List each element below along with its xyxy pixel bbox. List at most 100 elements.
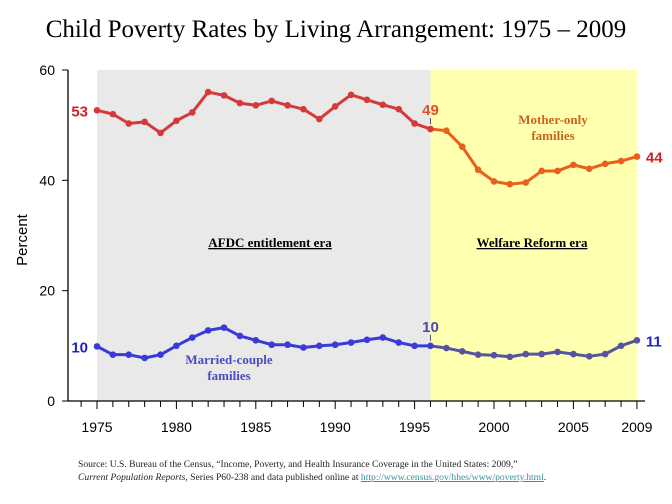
y-tick-label: 20	[39, 283, 55, 299]
x-tick-label: 2005	[558, 419, 589, 435]
source-report: Current Population Reports,	[78, 472, 188, 483]
x-tick-label: 1980	[161, 419, 192, 435]
series-1-point	[585, 353, 593, 360]
series-1-point	[443, 344, 450, 352]
series-0-point	[506, 180, 514, 188]
series-0-point	[379, 101, 387, 109]
series-1-point	[379, 334, 387, 341]
series-1-point	[554, 348, 561, 356]
series-1-point	[252, 337, 260, 344]
series-1-point	[93, 343, 101, 350]
series-0-point	[427, 125, 434, 133]
series-0-point	[157, 129, 164, 137]
series-0-point	[443, 127, 450, 134]
series-1-point	[617, 342, 625, 350]
region-label: Welfare Reform era	[477, 235, 588, 250]
series-1-point	[570, 350, 577, 358]
series-0-point	[585, 165, 593, 173]
series-1-point	[204, 327, 212, 334]
series-1-point	[347, 339, 355, 346]
series-0-point	[411, 120, 418, 127]
series-0-point	[633, 153, 641, 160]
series-1-point	[268, 341, 275, 349]
series-0-point	[125, 120, 133, 127]
source-series: Series P60-238 and data published online…	[187, 472, 361, 483]
series-1-point	[125, 351, 133, 358]
region-1	[430, 70, 637, 401]
series-0-point	[490, 178, 498, 185]
series-1-point	[633, 337, 641, 344]
series-0-point	[93, 106, 101, 114]
series-0-point	[617, 157, 625, 165]
x-tick-label: 1975	[81, 419, 112, 435]
series-label: Married-couple families	[185, 352, 273, 383]
series-0-point	[268, 97, 275, 105]
data-label: 10	[422, 319, 439, 336]
series-0-point	[554, 167, 561, 175]
series-1-point	[300, 344, 307, 351]
y-tick-label: 60	[39, 62, 55, 78]
series-0-point	[284, 102, 291, 109]
series-0-point	[300, 105, 307, 113]
series-1-point	[363, 336, 371, 344]
x-tick-label: 2000	[478, 419, 509, 435]
x-tick-label: 2009	[621, 419, 652, 435]
series-0-point	[458, 143, 466, 150]
series-0-point	[474, 166, 482, 174]
series-1-point	[458, 348, 466, 355]
series-1-point	[173, 342, 180, 350]
data-label: 49	[422, 102, 439, 119]
series-0-point	[538, 167, 545, 175]
data-label: 10	[71, 339, 88, 356]
y-axis-label: Percent	[14, 213, 31, 266]
series-0-point	[363, 96, 371, 104]
series-1-point	[284, 341, 291, 349]
series-0-point	[141, 118, 148, 126]
series-1-point	[474, 351, 482, 358]
series-1-point	[411, 342, 418, 350]
series-1-point	[157, 351, 164, 358]
source-end: .	[543, 472, 547, 483]
series-0-point	[395, 105, 403, 113]
series-1-point	[188, 334, 196, 341]
series-0-point	[188, 109, 196, 116]
y-tick-label: 40	[39, 172, 55, 188]
series-1-point	[395, 339, 403, 346]
series-0-segment	[317, 104, 337, 121]
series-0-point	[331, 103, 339, 110]
series-0-segment	[159, 119, 178, 135]
source-link[interactable]: http://www.census.gov/hhes/www/poverty.h…	[360, 472, 544, 483]
series-1-point	[427, 342, 434, 350]
series-0-point	[347, 91, 355, 99]
series-1-point	[522, 350, 530, 358]
series-0-segment	[460, 145, 480, 172]
x-tick-label: 1995	[399, 419, 430, 435]
series-1-point	[331, 341, 339, 349]
data-label: 53	[71, 103, 88, 120]
source-note: Source: U.S. Bureau of the Census, “Inco…	[78, 458, 546, 484]
region-label: AFDC entitlement era	[208, 235, 332, 250]
series-0-segment	[397, 107, 417, 126]
series-1-point	[141, 354, 148, 362]
series-0-point	[570, 161, 577, 169]
series-0-point	[522, 179, 530, 186]
series-0-point	[601, 160, 609, 168]
series-0-point	[204, 88, 212, 96]
source-line-1: Source: U.S. Bureau of the Census, “Inco…	[78, 459, 518, 470]
series-label: Mother-only families	[518, 112, 588, 143]
chart-title: Child Poverty Rates by Living Arrangemen…	[45, 16, 627, 43]
series-1-point	[236, 332, 244, 340]
series-0-point	[220, 92, 228, 99]
y-tick-label: 0	[47, 393, 55, 409]
series-0-segment	[190, 90, 210, 114]
series-1-point	[316, 342, 323, 350]
series-0-point	[236, 99, 244, 107]
x-tick-label: 1990	[320, 419, 351, 435]
series-1-point	[490, 351, 498, 359]
x-tick-label: 1985	[240, 419, 271, 435]
region-0	[97, 70, 431, 401]
series-1-point	[538, 350, 545, 358]
series-0-point	[252, 102, 260, 109]
